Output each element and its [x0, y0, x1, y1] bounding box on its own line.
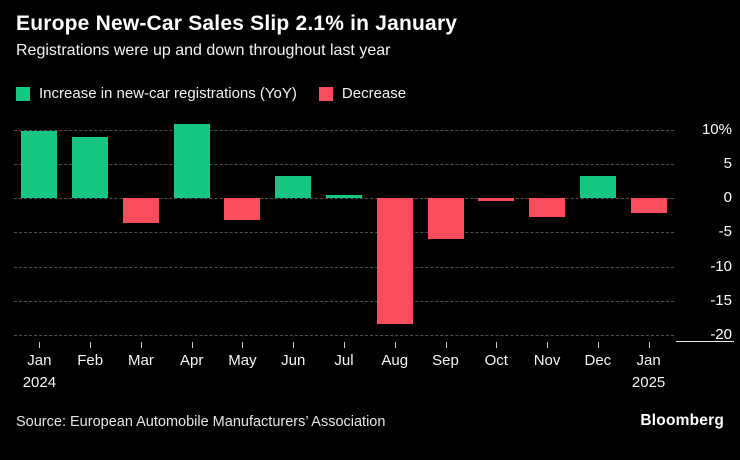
bar-7-aug — [376, 198, 413, 325]
x-axis-labels: Jan Feb Mar Apr May Jun Jul Aug Sep Oct Nov Dec Jan — [14, 352, 674, 370]
x-label-6-jul: Jul — [334, 352, 354, 369]
x-tick-9 — [496, 342, 498, 348]
bar-0-jan — [21, 131, 58, 199]
year-label-2025: 2025 — [631, 374, 666, 391]
x-axis-line — [676, 341, 734, 342]
x-tick-5 — [293, 342, 295, 348]
bar-4-may — [224, 198, 261, 221]
legend-item-increase: Increase in new-car registrations (YoY) — [16, 85, 297, 102]
x-tick-6 — [344, 342, 345, 348]
y-tick-label-10: 10% — [701, 120, 732, 138]
x-tick-1 — [90, 342, 92, 348]
y-tick-label--20: -20 — [710, 326, 732, 344]
legend-item-decrease: Decrease — [318, 85, 407, 102]
chart-subtitle: Registrations were up and down throughou… — [16, 42, 391, 59]
gridline--5 — [14, 232, 674, 234]
x-tick-3 — [191, 342, 193, 348]
x-label-3-apr: Apr — [180, 352, 204, 369]
x-axis-ticks — [14, 342, 674, 349]
legend: Increase in new-car registrations (YoY) … — [16, 85, 406, 102]
bar-9-oct — [478, 198, 515, 201]
x-tick-11 — [597, 342, 599, 348]
x-label-12-jan: Jan — [636, 352, 661, 369]
x-label-5-jun: Jun — [281, 352, 306, 369]
x-label-4-may: May — [228, 352, 257, 369]
y-axis-labels: 10% 5 0 -5 -10 -15 -20 — [676, 116, 734, 344]
y-tick-label--10: -10 — [710, 257, 732, 275]
plot-area — [14, 116, 674, 342]
bar-6-jul — [326, 195, 362, 199]
gridline--20 — [14, 335, 674, 337]
bar-12-jan — [630, 198, 667, 213]
x-label-9-oct: Oct — [484, 352, 508, 369]
y-tick-label-5: 5 — [723, 155, 732, 173]
gridline-5 — [14, 163, 674, 165]
y-tick-label-0: 0 — [723, 189, 732, 207]
y-tick-label--15: -15 — [710, 292, 732, 310]
bar-3-apr — [173, 124, 210, 199]
x-label-10-nov: Nov — [533, 352, 561, 369]
legend-label-increase: Increase in new-car registrations (YoY) — [39, 85, 297, 102]
x-label-0-jan: Jan — [27, 352, 52, 369]
x-tick-4 — [242, 342, 244, 348]
gridline-0 — [14, 198, 674, 200]
source-text: Source: European Automobile Manufacturer… — [16, 414, 386, 430]
x-tick-7 — [394, 342, 396, 348]
x-label-11-dec: Dec — [584, 352, 612, 369]
legend-label-decrease: Decrease — [341, 85, 407, 102]
bar-2-mar — [122, 198, 159, 223]
x-label-7-aug: Aug — [381, 352, 409, 369]
x-axis-year-labels: 2024 2025 — [14, 374, 674, 392]
x-label-2-mar: Mar — [127, 352, 154, 369]
legend-swatch-decrease-icon — [318, 86, 333, 101]
bar-5-jun — [275, 176, 312, 199]
gridline--15 — [14, 300, 674, 302]
bar-10-nov — [529, 198, 566, 217]
bloomberg-logo: Bloomberg — [640, 412, 724, 429]
bar-11-dec — [579, 175, 616, 199]
x-tick-12 — [648, 342, 650, 348]
gridline-10 — [14, 129, 674, 131]
x-label-8-sep: Sep — [432, 352, 459, 369]
bar-8-sep — [427, 198, 464, 240]
x-tick-8 — [445, 342, 447, 348]
x-label-1-feb: Feb — [77, 352, 104, 369]
year-label-2024: 2024 — [22, 374, 57, 391]
bar-1-feb — [72, 136, 109, 199]
x-tick-2 — [140, 342, 142, 348]
y-tick-label--5: -5 — [718, 223, 732, 241]
x-tick-10 — [547, 342, 549, 348]
chart-title: Europe New-Car Sales Slip 2.1% in Januar… — [16, 12, 458, 35]
gridline--10 — [14, 266, 674, 268]
x-tick-0 — [39, 342, 41, 348]
legend-swatch-increase-icon — [16, 86, 30, 101]
